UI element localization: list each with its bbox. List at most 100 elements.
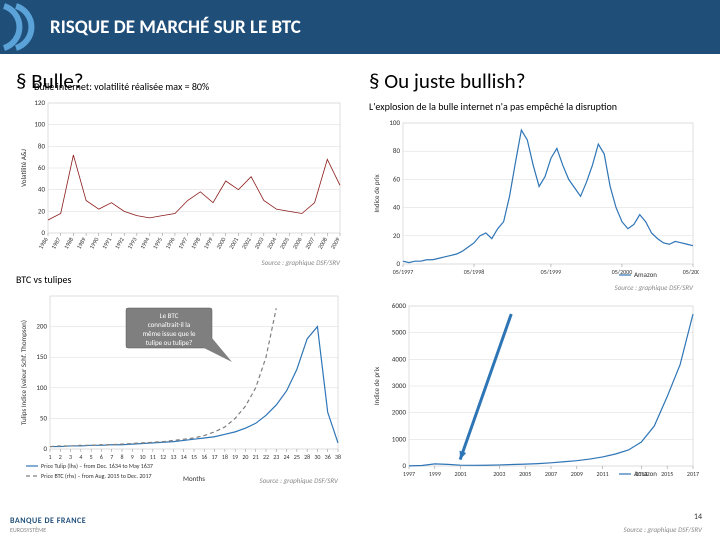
svg-text:12: 12: [160, 453, 166, 461]
svg-text:1988: 1988: [62, 236, 75, 251]
svg-text:8: 8: [120, 453, 123, 461]
svg-text:28: 28: [304, 453, 310, 461]
svg-text:20: 20: [393, 231, 401, 240]
svg-text:2007: 2007: [545, 470, 557, 478]
svg-text:7: 7: [110, 453, 113, 461]
footer-logo-sub: EUROSYSTÈME: [10, 526, 86, 534]
left-column: Bulle? Bulle internet: volatilité réalis…: [16, 68, 351, 540]
svg-text:6000: 6000: [392, 301, 407, 310]
svg-text:30: 30: [314, 453, 320, 461]
footer-source: Source : graphique DSF/SRV: [624, 525, 702, 534]
svg-text:120: 120: [34, 98, 45, 107]
svg-text:2001: 2001: [227, 236, 240, 251]
chart-tulips-btc: 0501001502001234567891011121314151617181…: [16, 290, 351, 485]
svg-text:100: 100: [389, 118, 400, 127]
svg-text:1998: 1998: [189, 236, 202, 251]
svg-text:même issue que le: même issue que le: [142, 329, 196, 338]
svg-text:Source : graphique DSF/SRV: Source : graphique DSF/SRV: [260, 476, 339, 485]
svg-text:20: 20: [242, 453, 248, 461]
svg-text:Indice de prix: Indice de prix: [372, 367, 381, 405]
svg-text:1000: 1000: [392, 434, 407, 443]
svg-text:1990: 1990: [88, 236, 101, 251]
svg-text:40: 40: [38, 185, 46, 194]
svg-text:2008: 2008: [316, 236, 329, 251]
svg-text:2002: 2002: [240, 236, 253, 251]
svg-text:6: 6: [100, 453, 103, 461]
chart-volatility: 0204060801001201986198719881989199019911…: [16, 97, 351, 267]
chart-amazon-bubble: 02040608010005/199705/199805/199905/2000…: [369, 117, 704, 292]
svg-text:50: 50: [40, 413, 48, 422]
left-subcaption-2: BTC vs tulipes: [16, 273, 351, 286]
svg-text:4000: 4000: [392, 354, 407, 363]
svg-text:16: 16: [201, 453, 207, 461]
svg-text:05/1998: 05/1998: [464, 268, 485, 276]
svg-text:23: 23: [273, 453, 279, 461]
right-subcaption-1: L'explosion de la bulle internet n'a pas…: [369, 100, 704, 113]
svg-text:1999: 1999: [429, 470, 441, 478]
svg-text:2006: 2006: [291, 236, 304, 251]
svg-text:1995: 1995: [151, 236, 164, 251]
right-heading: Ou juste bullish?: [369, 68, 704, 94]
svg-text:2: 2: [59, 453, 62, 461]
svg-text:1993: 1993: [126, 236, 139, 251]
svg-text:tulipe ou tulipe?: tulipe ou tulipe?: [146, 338, 193, 347]
svg-text:25: 25: [294, 453, 300, 461]
chart-amazon-long: 0100020003000400050006000199719992001200…: [369, 300, 704, 490]
svg-text:Price Tulip (lhs) – from Dec.: Price Tulip (lhs) – from Dec. 1634 to Ma…: [41, 462, 153, 470]
svg-text:200: 200: [36, 322, 47, 331]
svg-text:0: 0: [43, 444, 47, 453]
svg-text:80: 80: [38, 141, 46, 150]
svg-text:20: 20: [38, 206, 46, 215]
svg-text:1997: 1997: [176, 236, 189, 251]
svg-text:Le BTC: Le BTC: [160, 311, 179, 320]
svg-text:2009: 2009: [329, 236, 342, 251]
logo-arcs-icon: [0, 2, 38, 52]
svg-text:14: 14: [181, 453, 187, 461]
svg-text:2001: 2001: [455, 470, 467, 478]
svg-text:05/2001: 05/2001: [683, 268, 699, 276]
svg-text:1994: 1994: [138, 236, 151, 251]
svg-text:Volatilité A&J: Volatilité A&J: [19, 149, 28, 187]
svg-text:2007: 2007: [303, 236, 316, 251]
page-number: 14: [694, 512, 702, 522]
svg-text:1: 1: [48, 453, 51, 461]
svg-text:05/1997: 05/1997: [393, 268, 414, 276]
left-subcaption-1: Bulle internet: volatilité réalisée max …: [34, 80, 351, 93]
svg-text:5000: 5000: [392, 328, 407, 337]
footer-logo: BANQUE DE FRANCE EUROSYSTÈME: [10, 516, 86, 534]
slide-title-bar: RISQUE DE MARCHÉ SUR LE BTC: [0, 0, 720, 54]
svg-text:1989: 1989: [75, 236, 88, 251]
slide-title: RISQUE DE MARCHÉ SUR LE BTC: [50, 16, 301, 39]
svg-text:1987: 1987: [49, 236, 62, 251]
svg-text:60: 60: [38, 163, 46, 172]
svg-text:5: 5: [90, 453, 93, 461]
svg-text:3: 3: [69, 453, 72, 461]
svg-text:0: 0: [402, 461, 406, 470]
svg-text:2005: 2005: [519, 470, 531, 478]
svg-text:1992: 1992: [113, 236, 126, 251]
svg-text:80: 80: [393, 146, 401, 155]
svg-text:Tulips Indice (valeur Schf. Th: Tulips Indice (valeur Schf. Thompson): [19, 320, 28, 425]
svg-text:2009: 2009: [571, 470, 583, 478]
svg-text:2000: 2000: [392, 408, 407, 417]
svg-text:Amazon: Amazon: [634, 469, 657, 478]
svg-text:2005: 2005: [278, 236, 291, 251]
svg-text:1996: 1996: [164, 236, 177, 251]
svg-text:22: 22: [263, 453, 269, 461]
svg-text:38: 38: [335, 453, 341, 461]
svg-text:2015: 2015: [661, 470, 673, 478]
svg-text:18: 18: [222, 453, 228, 461]
svg-text:3000: 3000: [392, 381, 407, 390]
svg-text:Months: Months: [183, 474, 205, 483]
footer-logo-bank: BANQUE DE FRANCE: [10, 516, 86, 526]
svg-text:4: 4: [79, 453, 82, 461]
svg-text:100: 100: [34, 120, 45, 129]
svg-text:05/1999: 05/1999: [541, 268, 562, 276]
svg-text:21: 21: [253, 453, 259, 461]
svg-text:Price BTC (rhs) – from Aug. 20: Price BTC (rhs) – from Aug. 2015 to Dec.…: [41, 472, 152, 480]
svg-text:1991: 1991: [100, 236, 113, 251]
svg-text:2000: 2000: [214, 236, 227, 251]
svg-text:0: 0: [396, 259, 400, 268]
svg-text:13: 13: [170, 453, 176, 461]
svg-text:Indice de prix: Indice de prix: [372, 174, 381, 212]
